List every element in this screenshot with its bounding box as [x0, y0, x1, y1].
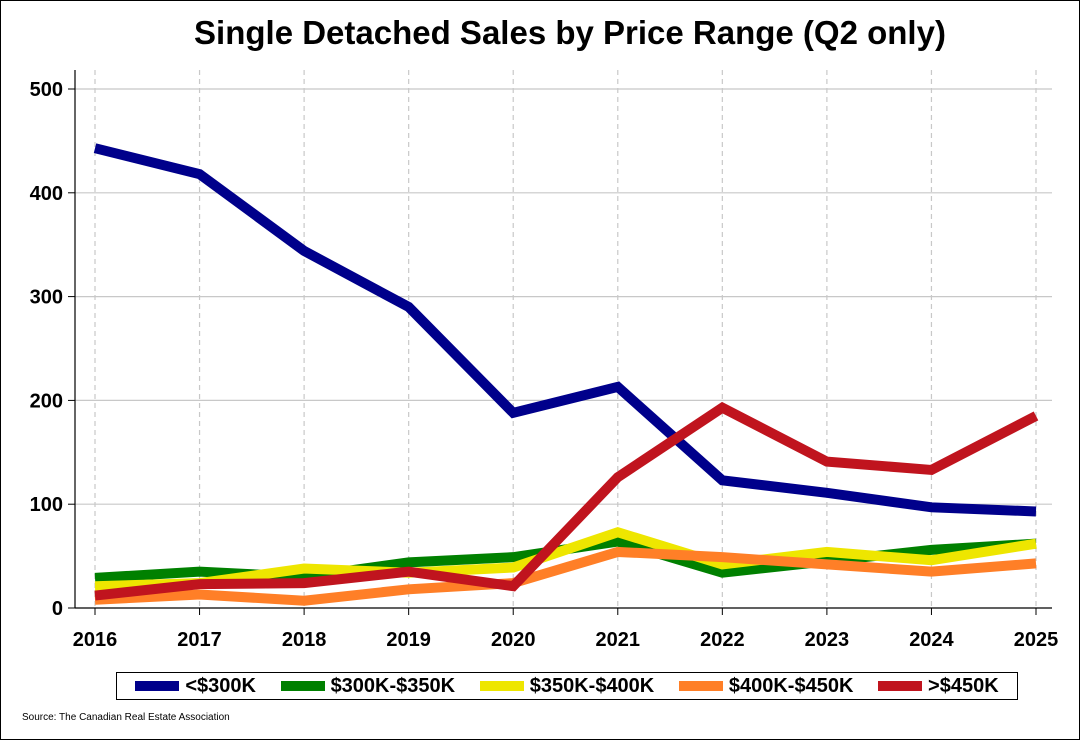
x-tick-label: 2021 — [596, 629, 641, 651]
x-tick-label: 2016 — [73, 629, 118, 651]
x-tick-labels: 2016 2017 2018 2019 2020 2021 2022 2023 2024 2025 — [73, 629, 1059, 651]
y-tick-label: 400 — [30, 183, 63, 205]
legend-item: $300K-$350K — [280, 674, 456, 698]
legend: <$300K $300K-$350K $350K-$400K $400K-$450K >… — [116, 672, 1018, 700]
y-tick-label: 100 — [30, 494, 63, 516]
legend-label: $300K-$350K — [330, 674, 456, 697]
legend-label: >$450K — [928, 674, 999, 697]
series-line — [93, 143, 1037, 517]
x-tick-label: 2017 — [177, 629, 222, 651]
y-tick-label: 0 — [52, 598, 63, 620]
x-tick-label: 2020 — [491, 629, 536, 651]
legend-item: >$450K — [878, 675, 999, 698]
legend-item: $400K-$450K — [678, 674, 854, 698]
legend-swatch — [678, 681, 723, 691]
legend-swatch — [135, 681, 180, 691]
legend-label: $350K-$400K — [529, 674, 655, 697]
series-line — [94, 526, 1037, 592]
y-gridlines — [75, 88, 1052, 505]
legend-label: <$300K — [185, 674, 256, 697]
legend-label: $400K-$450K — [728, 674, 854, 697]
chart-plot: 2016 2017 2018 2019 2020 2021 2022 2023 2024 2025… — [30, 70, 1059, 651]
legend-item: <$300K — [135, 675, 256, 698]
y-tick-labels: 0 100 200 300 400 500 — [30, 79, 63, 620]
series-lines — [93, 143, 1039, 606]
x-tick-label: 2019 — [386, 629, 431, 651]
x-tick-label: 2018 — [282, 629, 327, 651]
x-tick-label: 2023 — [805, 629, 850, 651]
series-line — [94, 546, 1037, 606]
x-tick-label: 2025 — [1014, 629, 1059, 651]
legend-swatch — [280, 681, 325, 691]
axes — [68, 70, 1052, 615]
x-tick-label: 2022 — [700, 629, 745, 651]
y-tick-label: 300 — [30, 287, 63, 309]
legend-swatch — [878, 681, 923, 691]
chart-title: Single Detached Sales by Price Range (Q2… — [194, 14, 946, 51]
series-line — [94, 401, 1039, 601]
source-note: Source: The Canadian Real Estate Associa… — [22, 712, 230, 723]
legend-swatch — [479, 681, 524, 691]
y-tick-label: 500 — [30, 79, 63, 101]
legend-item: $350K-$400K — [479, 674, 655, 698]
y-tick-label: 200 — [30, 390, 63, 412]
x-tick-label: 2024 — [909, 629, 954, 651]
